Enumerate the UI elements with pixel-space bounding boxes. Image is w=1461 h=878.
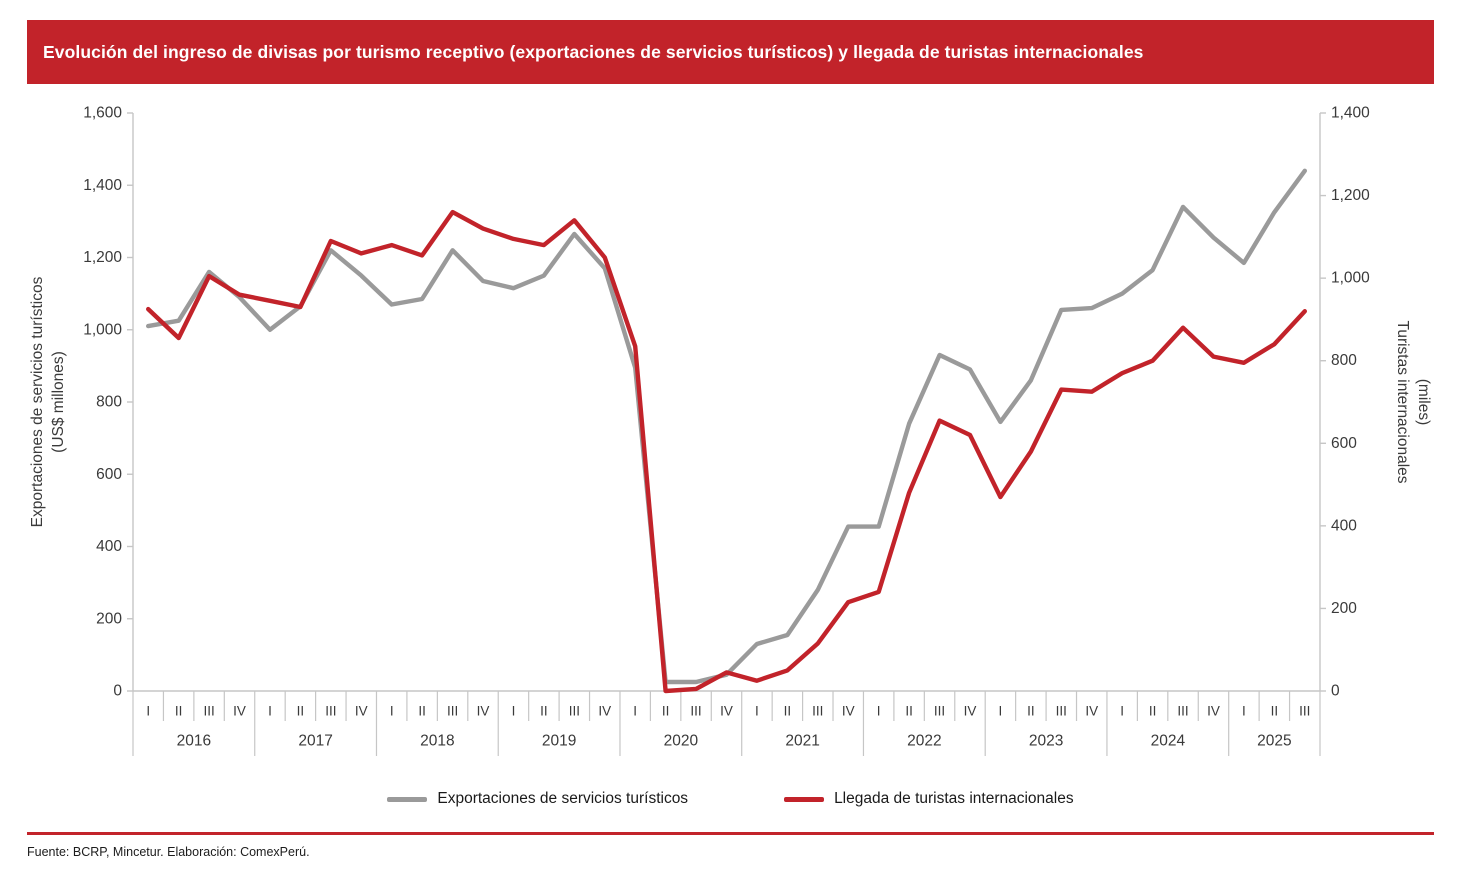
quarter-tick-label: II <box>297 704 305 719</box>
year-tick-label: 2016 <box>177 733 211 750</box>
quarter-tick-label: III <box>1177 704 1188 719</box>
left-axis-tick-label: 0 <box>113 683 122 700</box>
quarter-tick-label: III <box>325 704 336 719</box>
quarter-tick-label: IV <box>233 704 246 719</box>
year-tick-label: 2020 <box>664 733 699 750</box>
quarter-tick-label: III <box>934 704 945 719</box>
quarter-tick-label: IV <box>964 704 977 719</box>
quarter-tick-label: I <box>390 704 394 719</box>
chart-title: Evolución del ingreso de divisas por tur… <box>43 41 1144 62</box>
quarter-tick-label: III <box>1056 704 1067 719</box>
quarter-tick-label: IV <box>1085 704 1098 719</box>
right-axis-tick-label: 1,200 <box>1331 187 1370 204</box>
right-axis-tick-label: 200 <box>1331 600 1357 617</box>
quarter-tick-label: II <box>662 704 670 719</box>
quarter-tick-label: II <box>175 704 183 719</box>
quarter-tick-label: IV <box>355 704 368 719</box>
quarter-tick-label: II <box>1271 704 1279 719</box>
year-tick-label: 2021 <box>785 733 819 750</box>
year-tick-label: 2023 <box>1029 733 1063 750</box>
year-tick-label: 2018 <box>420 733 454 750</box>
quarter-tick-label: I <box>1242 704 1246 719</box>
quarter-tick-label: IV <box>842 704 855 719</box>
quarter-tick-label: III <box>203 704 214 719</box>
left-axis-tick-label: 1,600 <box>83 105 122 122</box>
left-axis-tick-label: 1,000 <box>83 321 122 338</box>
right-axis-tick-label: 1,000 <box>1331 270 1370 287</box>
quarter-tick-label: III <box>1299 704 1310 719</box>
left-axis-tick-label: 400 <box>96 538 122 555</box>
left-axis-tick-label: 200 <box>96 610 122 627</box>
legend-label: Llegada de turistas internacionales <box>834 790 1074 807</box>
source-note: Fuente: BCRP, Mincetur. Elaboración: Com… <box>27 845 310 859</box>
quarter-tick-label: I <box>755 704 759 719</box>
year-tick-label: 2019 <box>542 733 576 750</box>
year-tick-label: 2017 <box>298 733 332 750</box>
quarter-tick-label: IV <box>598 704 611 719</box>
line-chart: 0 200 400 600 800 1,000 1,200 1,400 1,600 0 200 400… <box>29 105 1432 756</box>
quarter-tick-label: III <box>447 704 458 719</box>
right-axis-tick-label: 600 <box>1331 435 1357 452</box>
series-line-exportaciones <box>145 168 1308 685</box>
year-tick-label: 2025 <box>1257 733 1291 750</box>
left-axis-title: Exportaciones de servicios turísticos (US… <box>29 276 67 527</box>
quarter-tick-label: I <box>877 704 881 719</box>
footer-divider <box>27 832 1434 835</box>
year-tick-label: 2022 <box>907 733 941 750</box>
right-axis-title: Turistas internacionales (miles) <box>1394 320 1432 483</box>
quarter-tick-label: II <box>1027 704 1035 719</box>
legend-swatch-icon <box>784 796 825 802</box>
legend-swatch-icon <box>387 796 428 802</box>
left-axis-tick-label: 1,400 <box>83 177 122 194</box>
quarter-tick-label: II <box>1149 704 1157 719</box>
chart-area: 0 200 400 600 800 1,000 1,200 1,400 1,600 0 200 400… <box>0 90 1461 772</box>
quarter-tick-label: I <box>633 704 637 719</box>
quarter-tick-label: III <box>690 704 701 719</box>
quarter-tick-label: II <box>784 704 792 719</box>
right-axis-tick-label: 800 <box>1331 352 1357 369</box>
left-axis-tick-label: 800 <box>96 394 122 411</box>
quarter-tick-label: IV <box>477 704 490 719</box>
legend-item-exportaciones: Exportaciones de servicios turísticos <box>387 790 688 808</box>
quarter-tick-label: II <box>418 704 426 719</box>
quarter-tick-label: II <box>540 704 548 719</box>
quarter-tick-label: III <box>812 704 823 719</box>
quarter-tick-label: III <box>569 704 580 719</box>
legend-label: Exportaciones de servicios turísticos <box>437 790 689 807</box>
quarter-tick-label: IV <box>720 704 733 719</box>
left-axis-tick-label: 1,200 <box>83 249 122 266</box>
left-axis-tick-label: 600 <box>96 466 122 483</box>
series-line-llegada-turistas <box>145 209 1308 694</box>
right-axis-tick-label: 400 <box>1331 517 1357 534</box>
quarter-tick-label: I <box>1120 704 1124 719</box>
quarter-tick-label: I <box>268 704 272 719</box>
quarter-tick-label: I <box>146 704 150 719</box>
right-axis-tick-label: 0 <box>1331 683 1340 700</box>
quarter-tick-label: I <box>999 704 1003 719</box>
chart-legend: Exportaciones de servicios turísticos Lle… <box>0 784 1461 814</box>
right-axis-tick-label: 1,400 <box>1331 105 1370 122</box>
title-banner: Evolución del ingreso de divisas por tur… <box>27 20 1434 84</box>
legend-item-llegada-turistas: Llegada de turistas internacionales <box>784 790 1074 808</box>
year-tick-label: 2024 <box>1151 733 1186 750</box>
quarter-tick-label: IV <box>1207 704 1220 719</box>
quarter-tick-label: II <box>905 704 913 719</box>
quarter-tick-label: I <box>512 704 516 719</box>
